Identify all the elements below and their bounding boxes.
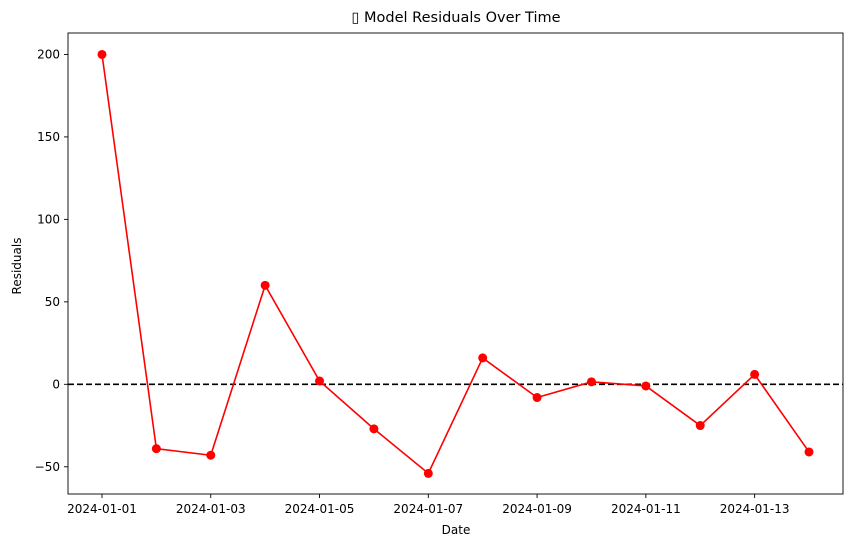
data-point-2024-01-04: [260, 280, 270, 290]
x-tick-label: 2024-01-03: [176, 502, 246, 516]
data-point-2024-01-03: [206, 450, 216, 460]
y-tick-label: −50: [35, 460, 60, 474]
chart-title: ▯ Model Residuals Over Time: [351, 10, 560, 26]
data-point-2024-01-13: [750, 369, 760, 379]
x-tick-label: 2024-01-07: [393, 502, 463, 516]
x-tick-label: 2024-01-05: [285, 502, 355, 516]
data-point-2024-01-14: [804, 447, 814, 457]
data-point-2024-01-11: [641, 381, 651, 391]
x-tick-label: 2024-01-11: [611, 502, 681, 516]
data-point-2024-01-01: [97, 49, 107, 59]
y-tick-label: 200: [37, 47, 60, 61]
y-tick-label: 50: [45, 295, 60, 309]
series-line: [101, 54, 810, 475]
data-point-2024-01-07: [423, 468, 433, 478]
x-tick-label: 2024-01-09: [502, 502, 572, 516]
y-axis-label: Residuals: [10, 238, 24, 295]
data-point-2024-01-09: [532, 393, 542, 403]
data-point-2024-01-05: [315, 376, 325, 386]
data-point-2024-01-06: [369, 424, 379, 434]
x-axis-label: Date: [442, 523, 471, 537]
data-point-2024-01-02: [151, 444, 161, 454]
y-tick-label: 150: [37, 130, 60, 144]
y-tick-label: 0: [52, 377, 60, 391]
data-point-2024-01-10: [586, 377, 596, 387]
data-point-2024-01-08: [478, 353, 488, 363]
x-tick-label: 2024-01-01: [67, 502, 137, 516]
y-tick-label: 100: [37, 212, 60, 226]
plot-area: 2024-01-01 2024-01-03 2024-01-05 2024-01-07…: [35, 32, 844, 516]
data-point-2024-01-12: [695, 421, 705, 431]
plot-frame: [67, 32, 844, 495]
x-tick-label: 2024-01-13: [720, 502, 790, 516]
